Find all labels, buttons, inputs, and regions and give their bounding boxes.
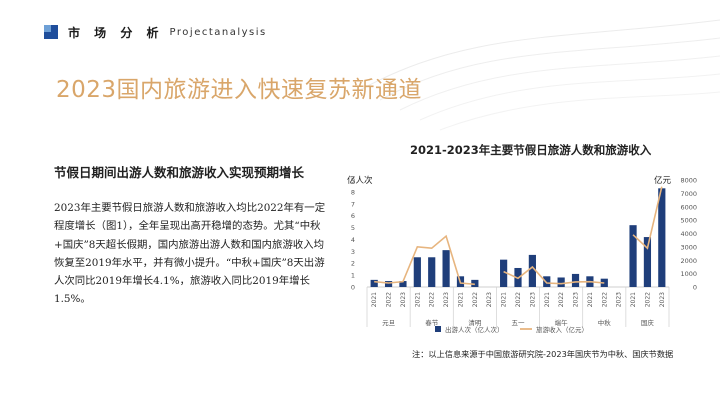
bar (557, 277, 565, 287)
x-year-label: 2023 (400, 292, 407, 307)
bar (399, 281, 407, 287)
x-holiday-label: 元旦 (382, 319, 396, 327)
left-tick-label: 8 (351, 188, 355, 196)
x-year-label: 2021 (544, 292, 551, 307)
right-tick-label: 5000 (680, 217, 697, 225)
bar (528, 254, 536, 287)
x-year-label: 2021 (630, 292, 637, 307)
left-tick-label: 4 (351, 236, 355, 244)
section-header: 市 场 分 析 Projectanalysis (44, 22, 267, 42)
x-holiday-label: 端午 (555, 318, 569, 327)
left-tick-label: 3 (351, 248, 355, 256)
bar (471, 279, 479, 287)
x-year-label: 2022 (558, 292, 565, 307)
x-year-label: 2023 (486, 292, 493, 307)
x-year-label: 2022 (386, 292, 393, 307)
bar (643, 237, 652, 287)
x-holiday-label: 清明 (468, 318, 482, 327)
combo-chart: 亿人次 亿元 0 1 2 3 4 5 6 7 8 9 0 1000 2000 3000 4000 5000 6000… (347, 175, 697, 334)
x-year-label: 2021 (371, 292, 378, 307)
x-year-label: 2023 (616, 292, 623, 307)
bar (370, 279, 378, 287)
left-tick-label: 7 (351, 200, 355, 208)
x-year-label: 2022 (601, 292, 608, 307)
bar (658, 188, 666, 287)
x-year-label: 2021 (501, 292, 508, 307)
bar (629, 225, 637, 287)
legend-label-line: 旅游收入（亿元） (536, 325, 588, 334)
right-axis-unit: 亿元 (654, 175, 672, 186)
left-tick-label: 6 (351, 212, 355, 220)
x-year-label: 2023 (443, 292, 450, 307)
x-holiday-label: 五一 (512, 319, 526, 327)
x-year-label: 2022 (429, 292, 436, 307)
bar (500, 259, 508, 287)
right-tick-label: 3000 (680, 243, 697, 251)
legend-swatch-bar (435, 326, 441, 332)
revenue-line (632, 186, 663, 250)
left-tick-label: 0 (351, 284, 355, 292)
x-year-label: 2023 (573, 292, 580, 307)
left-tick-label: 9 (351, 177, 355, 185)
bar (384, 281, 393, 287)
x-year-label: 2021 (457, 292, 464, 307)
bar (442, 250, 450, 287)
section-subtitle: Projectanalysis (169, 26, 267, 38)
source-note: 注：以上信息来源于中国旅游研究院-2023年国庆节为中秋、国庆节数据 (412, 349, 674, 359)
x-year-label: 2022 (515, 292, 522, 307)
x-year-label: 2021 (587, 292, 594, 307)
right-tick-label: 8000 (680, 177, 697, 185)
section-logo-icon (44, 25, 58, 39)
x-year-label: 2023 (529, 292, 536, 307)
right-tick-label: 6000 (680, 203, 697, 211)
section-label: 市 场 分 析 (68, 25, 164, 40)
legend-label-bar: 出游人次（亿人次） (445, 325, 504, 334)
revenue-line (374, 234, 475, 286)
page-title: 2023国内旅游进入快速复苏新通道 (56, 77, 423, 103)
right-tick-label: 1000 (680, 270, 697, 278)
right-tick-label: 4000 (680, 230, 697, 238)
left-axis-unit: 亿人次 (347, 175, 373, 186)
bar (413, 257, 421, 287)
x-holiday-label: 春节 (425, 318, 439, 327)
bar (571, 273, 580, 287)
x-holiday-label: 国庆 (641, 318, 655, 327)
x-holiday-label: 中秋 (598, 318, 612, 327)
left-tick-label: 2 (351, 260, 355, 268)
chart-title: 2021-2023年主要节假日旅游人数和旅游收入 (410, 143, 652, 157)
left-heading: 节假日期间出游人数和旅游收入实现预期增长 (54, 165, 305, 180)
x-year-label: 2023 (659, 292, 666, 307)
x-year-label: 2022 (644, 292, 651, 307)
revenue-line (503, 265, 605, 285)
left-tick-label: 1 (351, 272, 355, 280)
bar (428, 257, 436, 287)
left-tick-label: 5 (351, 224, 355, 232)
bar (543, 276, 551, 287)
x-year-label: 2021 (414, 292, 421, 307)
body-paragraph: 2023年主要节假日旅游人数和旅游收入均比2022年有一定程度增长（图1），全年… (54, 202, 326, 306)
right-tick-label: 7000 (680, 190, 697, 198)
right-tick-label: 0 (693, 284, 697, 292)
right-tick-label: 2000 (680, 257, 697, 265)
x-year-label: 2022 (472, 292, 479, 307)
